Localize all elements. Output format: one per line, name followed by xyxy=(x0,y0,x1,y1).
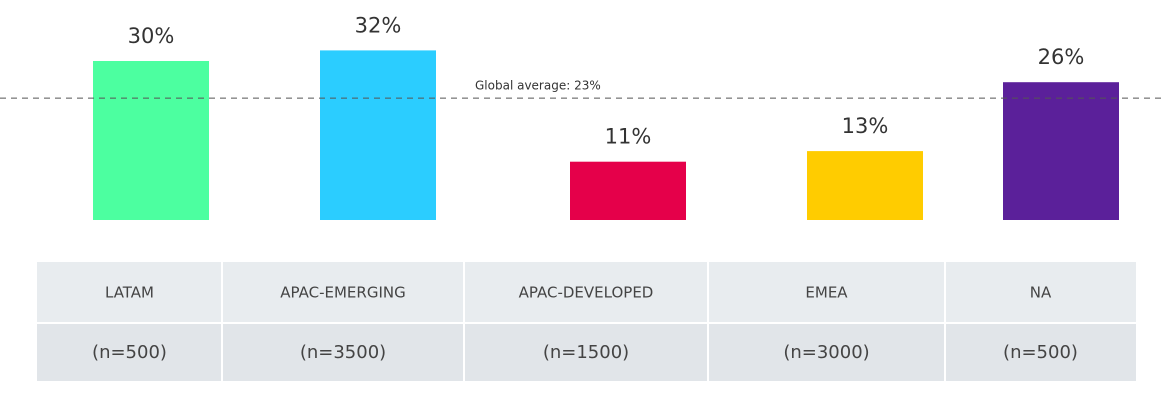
sample-size: (n=3500) xyxy=(300,342,386,363)
value-label: 32% xyxy=(355,13,402,37)
bar xyxy=(1003,82,1119,220)
sample-size: (n=500) xyxy=(92,342,167,363)
bar xyxy=(93,61,209,220)
table-row xyxy=(37,324,1136,381)
category-label: APAC-DEVELOPED xyxy=(519,284,654,302)
value-label: 26% xyxy=(1038,45,1085,69)
category-label: LATAM xyxy=(105,284,154,302)
category-label: NA xyxy=(1030,284,1052,302)
value-label: 30% xyxy=(128,24,175,48)
value-label: 11% xyxy=(605,125,652,149)
bar xyxy=(570,161,686,220)
bar xyxy=(807,151,923,220)
sample-size: (n=500) xyxy=(1003,342,1078,363)
category-label: APAC-EMERGING xyxy=(280,284,405,302)
sample-size: (n=1500) xyxy=(543,342,629,363)
table-row xyxy=(37,262,1136,322)
value-label: 13% xyxy=(842,114,889,138)
bar xyxy=(320,50,436,221)
category-label: EMEA xyxy=(805,284,848,302)
reference-label: Global average: 23% xyxy=(475,79,601,93)
sample-size: (n=3000) xyxy=(783,342,869,363)
